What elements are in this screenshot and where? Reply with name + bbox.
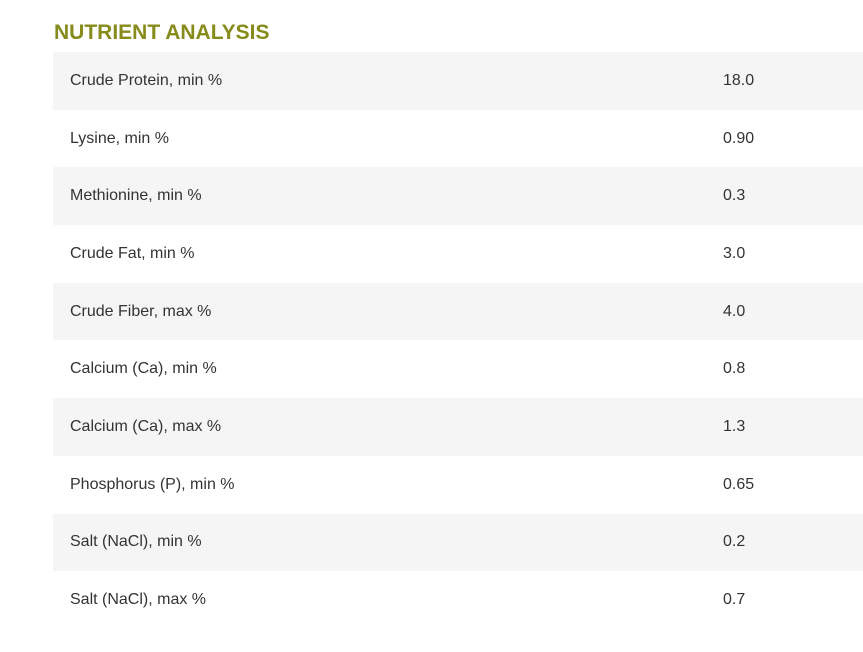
table-row: Phosphorus (P), min % 0.65 [53,455,863,514]
nutrient-name: Crude Fat, min % [70,244,195,262]
table-row: Methionine, min % 0.3 [53,167,863,226]
nutrient-name: Methionine, min % [70,187,202,205]
nutrient-value: 0.7 [723,591,746,609]
nutrient-name: Lysine, min % [70,129,169,147]
nutrient-name: Crude Protein, min % [70,71,223,89]
table-row: Crude Protein, min % 18.0 [53,52,863,110]
nutrient-value: 0.8 [723,360,746,378]
nutrient-name: Phosphorus (P), min % [70,475,235,493]
table-row: Calcium (Ca), min % 0.8 [53,340,863,399]
nutrient-value: 0.90 [723,129,755,147]
nutrient-value: 18.0 [723,71,755,89]
nutrient-name: Salt (NaCl), max % [70,591,207,609]
table-row: Crude Fat, min % 3.0 [53,225,863,283]
table-row: Lysine, min % 0.90 [53,109,863,168]
table-row: Salt (NaCl), min % 0.2 [53,513,863,572]
nutrient-value: 0.2 [723,533,746,551]
nutrient-analysis-table: Crude Protein, min % 18.0 Lysine, min % … [53,52,863,629]
table-row: Calcium (Ca), max % 1.3 [53,398,863,456]
section-title: NUTRIENT ANALYSIS [54,21,270,44]
nutrient-value: 1.3 [723,417,746,435]
nutrient-value: 4.0 [723,302,746,320]
nutrient-name: Crude Fiber, max % [70,302,212,320]
table-row: Salt (NaCl), max % 0.7 [53,571,863,629]
nutrient-name: Salt (NaCl), min % [70,533,202,551]
nutrient-name: Calcium (Ca), min % [70,360,217,378]
nutrient-name: Calcium (Ca), max % [70,417,222,435]
nutrient-value: 3.0 [723,244,746,262]
nutrient-value: 0.3 [723,187,746,205]
table-row: Crude Fiber, max % 4.0 [53,282,863,341]
nutrient-value: 0.65 [723,475,755,493]
